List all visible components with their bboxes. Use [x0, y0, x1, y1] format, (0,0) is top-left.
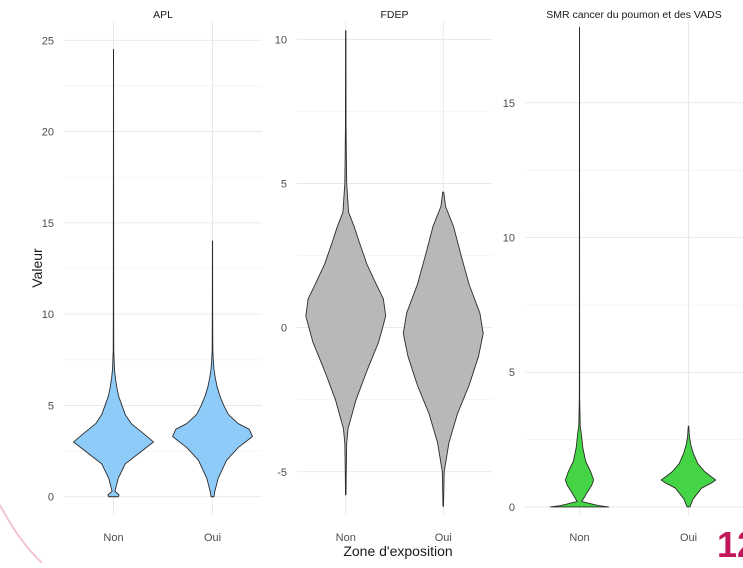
- y-tick-label: 10: [503, 233, 515, 245]
- panel-1: 0 5 10 15 20 25 Non Oui APL: [42, 9, 262, 544]
- x-tick-label: Non: [336, 532, 356, 544]
- y-tick-label: 5: [48, 400, 54, 412]
- violin-non: [73, 48, 154, 498]
- panel-2: -5 0 5 10 Non Oui FDEP: [275, 9, 492, 544]
- y-tick-label: 15: [503, 98, 515, 110]
- y-tick-label: 0: [48, 492, 54, 504]
- slide-number: 12: [717, 527, 743, 563]
- x-tick-label: Oui: [204, 532, 221, 544]
- panel-title: FDEP: [380, 9, 408, 21]
- y-tick-label: 0: [509, 502, 515, 514]
- y-tick-label: -5: [277, 467, 287, 479]
- y-tick-label: 25: [42, 35, 54, 47]
- y-tick-label: 5: [509, 367, 515, 379]
- y-tick-label: 20: [42, 127, 54, 139]
- decorative-arc: [0, 504, 43, 564]
- violin-oui: [172, 240, 253, 498]
- panel-title: APL: [153, 9, 173, 21]
- y-tick-label: 10: [42, 309, 54, 321]
- violin-non: [305, 30, 387, 496]
- y-tick-label: 0: [281, 323, 287, 335]
- violin-non: [549, 26, 610, 508]
- x-tick-label: Non: [103, 532, 123, 544]
- y-tick-label: 15: [42, 218, 54, 230]
- x-tick-label: Oui: [435, 532, 452, 544]
- violin-oui: [402, 191, 484, 507]
- violin-oui: [660, 425, 717, 508]
- x-tick-label: Non: [569, 532, 589, 544]
- y-tick-label: 5: [281, 178, 287, 190]
- panel-title: SMR cancer du poumon et des VADS: [546, 9, 721, 21]
- x-tick-label: Oui: [680, 532, 697, 544]
- x-axis-title: Zone d'exposition: [343, 543, 452, 559]
- y-axis-title: Valeur: [29, 248, 45, 288]
- y-tick-label: 10: [275, 34, 287, 46]
- panel-3: 0 5 10 15 Non Oui SMR cancer du poumon et des …: [503, 9, 743, 544]
